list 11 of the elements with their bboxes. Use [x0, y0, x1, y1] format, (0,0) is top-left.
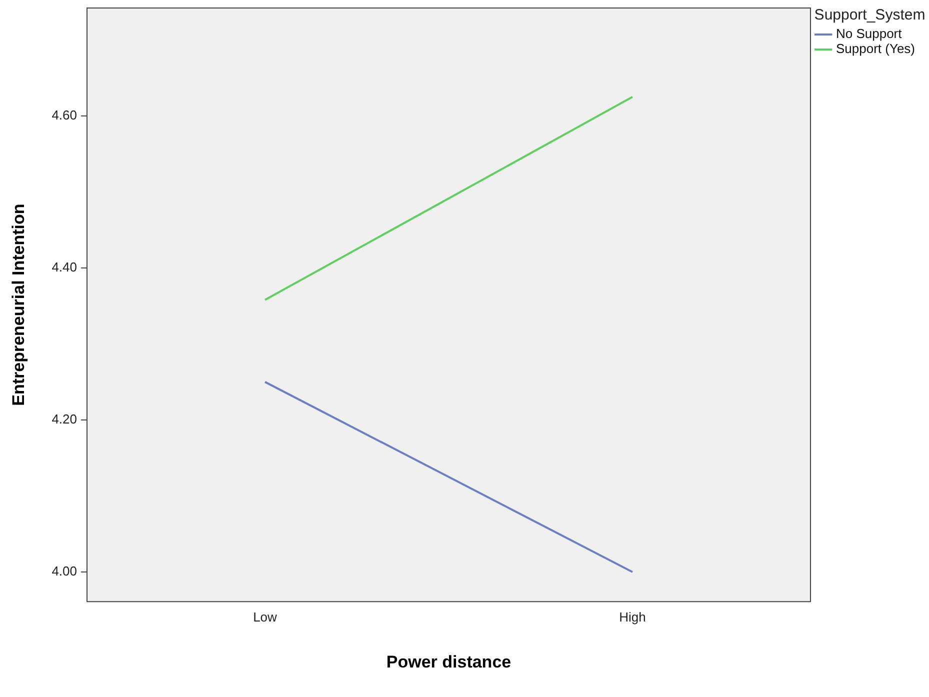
- legend-label: No Support: [836, 26, 902, 42]
- x-axis-title: Power distance: [386, 652, 512, 672]
- legend-title: Support_System: [814, 6, 926, 24]
- legend-label: Support (Yes): [836, 41, 916, 56]
- y-tick-label: 4.00: [52, 564, 77, 579]
- y-axis-title: Entrepreneurial Intention: [8, 204, 28, 406]
- x-tick-label: Low: [253, 610, 278, 625]
- y-tick-label: 4.60: [52, 108, 77, 123]
- y-tick-label: 4.40: [52, 260, 77, 275]
- y-tick-label: 4.20: [52, 412, 77, 427]
- x-tick-label: High: [619, 610, 646, 625]
